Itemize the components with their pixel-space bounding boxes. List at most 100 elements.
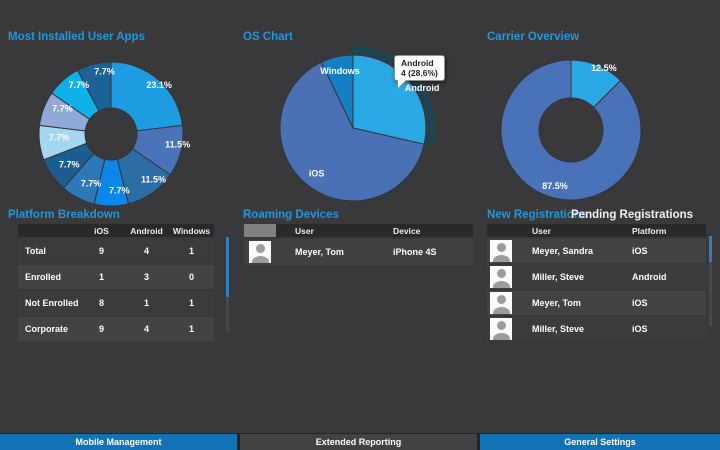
section-title-carrier-overview: Carrier Overview	[487, 31, 580, 43]
row-label: Enrolled	[25, 272, 62, 282]
os-slice-iOS[interactable]	[279, 61, 425, 202]
ios-count: 9	[98, 324, 104, 334]
platform-table-header: iOS Android Windows	[18, 224, 214, 237]
tooltip-value: 4 (28.6%)	[401, 68, 438, 78]
os-pie-chart[interactable]: Android iOS Windows	[240, 46, 475, 210]
user-name: Meyer, Sandra	[532, 246, 594, 256]
registrations-table-header: User Platform	[487, 224, 706, 237]
apps-slice-7.7%[interactable]	[76, 61, 112, 112]
slice-label: 7.7%	[69, 80, 90, 90]
android-count: 4	[143, 324, 149, 334]
os-slice-Windows[interactable]	[320, 54, 354, 129]
tab-new-registrations[interactable]: New Registrations	[487, 209, 588, 221]
row-label: Corporate	[25, 324, 69, 334]
apps-slice-23.1%[interactable]	[110, 61, 184, 132]
platform-name: iOS	[632, 298, 648, 308]
roaming-devices-table: User Device Meyer, Tom iPhone 4S	[244, 224, 473, 267]
section-title-platform-breakdown: Platform Breakdown	[8, 209, 120, 221]
column-header-platform: Platform	[632, 225, 667, 236]
scrollbar-thumb[interactable]	[226, 237, 229, 297]
slice-label: 7.7%	[81, 179, 102, 189]
avatar-cell	[487, 292, 532, 314]
os-slice-Android[interactable]	[352, 54, 427, 145]
column-header-ios: iOS	[94, 225, 109, 236]
platform-name: iOS	[632, 324, 648, 334]
slice-label: 7.7%	[52, 104, 73, 114]
android-count: 4	[143, 246, 149, 256]
row-label: Not Enrolled	[25, 298, 79, 308]
slice-label: 7.7%	[49, 132, 70, 142]
user-avatar	[490, 292, 512, 314]
tab-pending-registrations[interactable]: Pending Registrations	[571, 209, 694, 221]
registration-row[interactable]: Meyer, Sandra iOS	[487, 239, 706, 263]
roaming-device-row[interactable]: Meyer, Tom iPhone 4S	[244, 239, 473, 265]
android-count: 1	[143, 298, 149, 308]
registration-row[interactable]: Miller, Steve Android	[487, 265, 706, 289]
section-title-most-installed-apps: Most Installed User Apps	[8, 31, 145, 43]
platform-breakdown-row[interactable]: Corporate 9 4 1	[18, 317, 214, 341]
slice-label: 7.7%	[94, 66, 115, 76]
tooltip-series-name: Android	[401, 58, 434, 68]
windows-count: 1	[188, 246, 194, 256]
user-avatar	[490, 240, 512, 262]
column-header-user: User	[295, 225, 314, 236]
slice-label: Windows	[320, 66, 359, 76]
platform-breakdown-row[interactable]: Not Enrolled 8 1 1	[18, 291, 214, 315]
platform-table-scrollbar[interactable]	[226, 237, 229, 332]
platform-breakdown-row[interactable]: Enrolled 1 3 0	[18, 265, 214, 289]
nav-extended-reporting[interactable]: Extended Reporting	[240, 434, 477, 450]
platform-name: Android	[632, 272, 667, 282]
user-avatar	[249, 241, 271, 263]
avatar-cell	[487, 266, 532, 288]
slice-label: 87.5%	[542, 181, 568, 191]
column-header-windows: Windows	[172, 225, 211, 236]
slice-label: iOS	[309, 169, 325, 179]
slice-label: 7.7%	[59, 160, 80, 170]
ios-count: 8	[98, 298, 104, 308]
platform-breakdown-table: iOS Android Windows Total 9 4 1 Enrolled…	[18, 224, 214, 343]
android-count: 3	[143, 272, 149, 282]
user-avatar	[490, 266, 512, 288]
ios-count: 9	[98, 246, 104, 256]
most-installed-user-apps-donut-chart[interactable]: 23.1%11.5%11.5%7.7%7.7%7.7%7.7%7.7%7.7%7…	[8, 48, 218, 208]
registration-row[interactable]: Miller, Steve iOS	[487, 317, 706, 341]
windows-count: 0	[188, 272, 194, 282]
slice-label: 11.5%	[141, 175, 166, 185]
nav-general-settings[interactable]: General Settings	[480, 434, 720, 450]
registrations-table-scrollbar[interactable]	[709, 236, 712, 326]
carrier-slice-87.5%[interactable]	[500, 59, 642, 201]
avatar-cell	[244, 241, 295, 263]
column-header-device: Device	[393, 225, 421, 236]
windows-count: 1	[188, 298, 194, 308]
user-name: Meyer, Tom	[532, 298, 581, 308]
carrier-overview-donut-chart[interactable]: 12.5% 87.5%	[485, 48, 710, 208]
avatar-cell	[487, 240, 532, 262]
column-header-user: User	[532, 225, 551, 236]
ios-count: 1	[98, 272, 104, 282]
user-name: Meyer, Tom	[295, 247, 344, 257]
os-chart-tooltip: Android 4 (28.6%)	[394, 55, 445, 90]
user-name: Miller, Steve	[532, 324, 585, 334]
row-label: Total	[25, 246, 46, 256]
new-registrations-table: User Platform Meyer, Sandra iOS Miller, …	[487, 224, 706, 343]
device-name: iPhone 4S	[393, 247, 437, 257]
section-title-os-chart: OS Chart	[243, 31, 293, 43]
bottom-navigation: Mobile Management Extended Reporting Gen…	[0, 433, 720, 450]
section-title-roaming-devices: Roaming Devices	[243, 209, 339, 221]
avatar-cell	[487, 318, 532, 340]
column-header-android: Android	[130, 225, 163, 236]
platform-breakdown-row[interactable]: Total 9 4 1	[18, 239, 214, 263]
slice-label: 7.7%	[109, 186, 130, 196]
registration-row[interactable]: Meyer, Tom iOS	[487, 291, 706, 315]
user-name: Miller, Steve	[532, 272, 585, 282]
slice-label: 12.5%	[591, 63, 617, 73]
slice-label: 11.5%	[165, 140, 190, 150]
roaming-table-header: User Device	[244, 224, 473, 237]
image-column-header	[244, 224, 276, 237]
slice-label: 23.1%	[146, 80, 172, 90]
scrollbar-thumb[interactable]	[709, 236, 712, 262]
nav-mobile-management[interactable]: Mobile Management	[0, 434, 237, 450]
windows-count: 1	[188, 324, 194, 334]
slice-label: Android	[405, 83, 440, 93]
platform-name: iOS	[632, 246, 648, 256]
